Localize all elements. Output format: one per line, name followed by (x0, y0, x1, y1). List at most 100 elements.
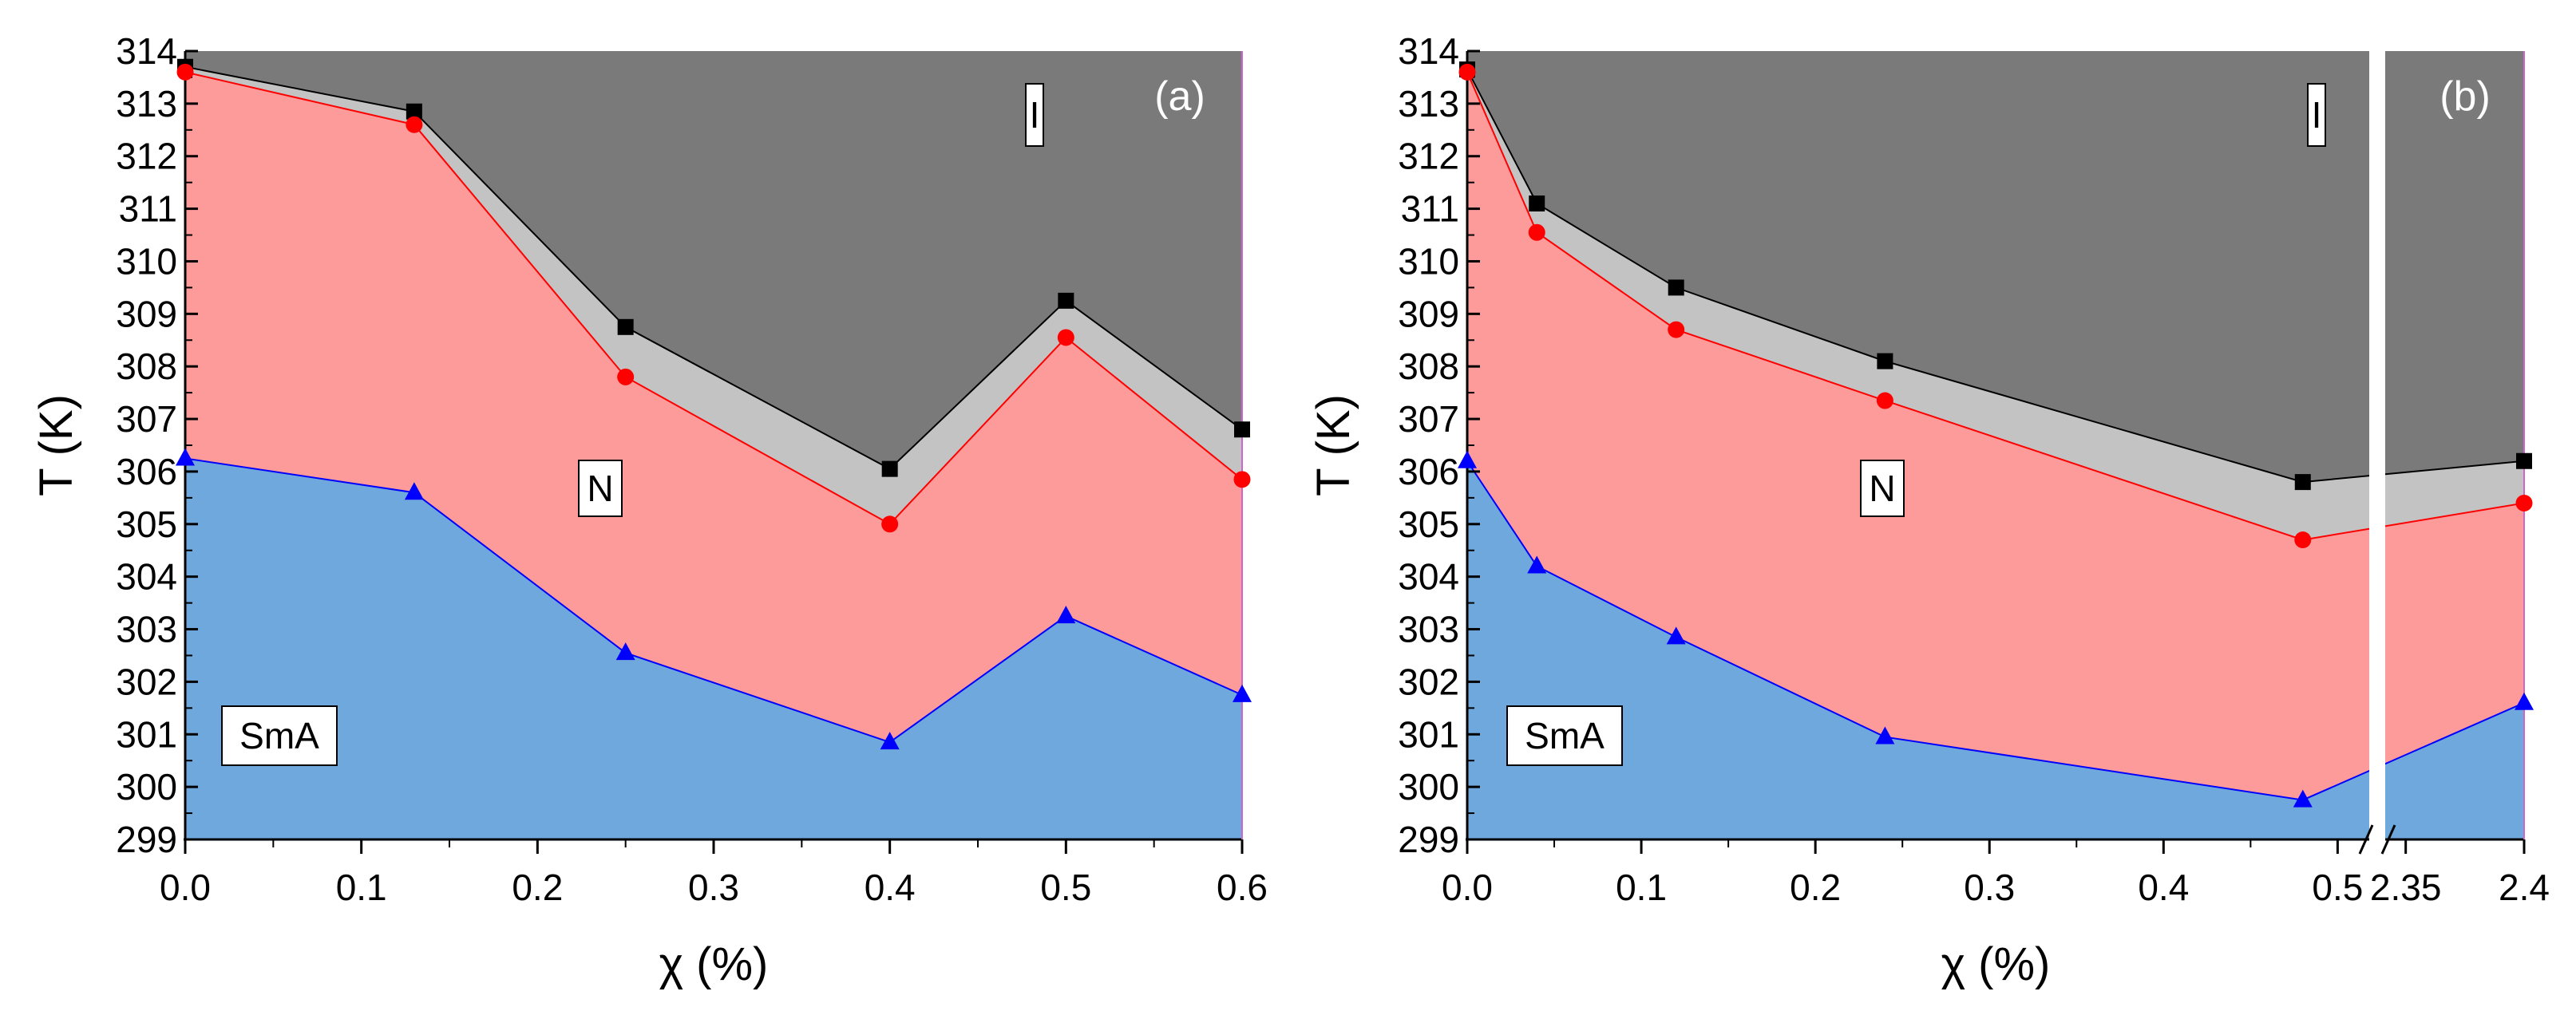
isotropic-label-box (2307, 83, 2326, 147)
y-tick-label: 306 (116, 451, 177, 492)
square-marker (2516, 452, 2532, 469)
x-tick-label: 0.2 (1790, 867, 1841, 908)
triangle-marker (880, 732, 900, 750)
y-tick-label: 311 (1401, 188, 1459, 230)
circle-marker (1876, 392, 1893, 409)
boundary-line-circle (184, 71, 1243, 526)
y-tick-label: 302 (116, 661, 177, 702)
x-tick-label: 0.6 (1217, 867, 1268, 908)
biphasic-region (185, 66, 1242, 524)
y-tick-label: 299 (116, 819, 177, 860)
smectic-region (1467, 460, 2524, 839)
axis-break-slash (2380, 824, 2396, 855)
circle-marker (2294, 531, 2312, 549)
biphasic-region (1467, 69, 2524, 540)
panel-a-chart: 299 300 301 302 303 304 305 306 307 308 309 310 311 3… (30, 30, 1268, 990)
square-marker (1877, 353, 1893, 369)
y-tick-label: 300 (116, 766, 177, 808)
x-tick-label: 0.3 (688, 867, 739, 908)
y-tick-label: 310 (116, 240, 177, 282)
triangle-marker (2515, 692, 2534, 710)
square-marker (2294, 474, 2311, 491)
triangle-marker (1233, 684, 1252, 702)
y-tick-label: 313 (116, 83, 177, 124)
boundary-line-square (1466, 69, 2525, 484)
x-tick-label: 2.35 (2370, 867, 2442, 908)
y-tick-label: 301 (116, 713, 177, 755)
y-tick-label: 310 (1398, 240, 1459, 282)
x-axis-title: χ (%) (1941, 938, 2051, 990)
y-tick-label: 312 (116, 136, 177, 177)
y-tick-label: 307 (116, 398, 177, 440)
x-tick-label: 0.4 (2138, 867, 2189, 908)
nematic-label-box (578, 460, 623, 517)
triangle-marker (1527, 555, 1547, 574)
axis-break-slash (2358, 824, 2374, 855)
x-tick-label: 0.1 (1616, 867, 1667, 908)
y-tick-label: 300 (1398, 766, 1459, 808)
boundary-line-triangle (184, 457, 1243, 744)
circle-marker (617, 368, 635, 385)
y-tick-label: 308 (1398, 346, 1459, 387)
circle-marker (1057, 329, 1074, 346)
triangle-marker (176, 448, 195, 466)
y-tick-label: 312 (1398, 136, 1459, 177)
y-tick-label: 303 (116, 609, 177, 650)
x-tick-label: 0.2 (512, 867, 563, 908)
square-marker (1668, 279, 1684, 296)
smectic-region (185, 458, 1242, 839)
nematic-label: N (1869, 468, 1895, 509)
x-tick-label: 0.3 (1964, 867, 2015, 908)
nematic-region (185, 72, 1242, 743)
y-tick-label: 302 (1398, 661, 1459, 702)
circle-marker (1668, 321, 1685, 338)
circle-marker (881, 515, 899, 533)
x-tick-label: 2.4 (2499, 867, 2550, 908)
boundary-line-triangle (1466, 460, 2525, 801)
y-tick-label: 303 (1398, 609, 1459, 650)
x-tick-label: 0.1 (336, 867, 387, 908)
panel-b-chart: 299 300 301 302 303 304 305 306 307 308 309 310 311 3… (1308, 30, 2550, 990)
boundary-line-circle (1466, 71, 2525, 541)
smectic-label-box (1506, 705, 1623, 766)
square-marker (1058, 292, 1074, 309)
y-tick-label: 314 (1398, 30, 1459, 72)
y-tick-label: 305 (1398, 504, 1459, 545)
y-tick-label: 304 (1398, 556, 1459, 598)
x-tick-label: 0.5 (2312, 867, 2363, 908)
y-tick-label: 309 (1398, 293, 1459, 334)
triangle-marker (1056, 606, 1076, 624)
isotropic-label-box (1025, 83, 1044, 147)
triangle-marker (1666, 626, 1686, 645)
panel-label: (a) (1154, 73, 1205, 120)
isotropic-label: I (1030, 94, 1040, 136)
nematic-label-box (1860, 460, 1905, 517)
y-axis-title: T (K) (30, 394, 82, 496)
y-axis-title: T (K) (1308, 394, 1359, 496)
circle-marker (1233, 471, 1251, 488)
triangle-marker (2293, 789, 2313, 808)
x-tick-label: 0.5 (1040, 867, 1091, 908)
square-marker (1529, 195, 1545, 212)
square-marker (1234, 421, 1250, 438)
y-tick-label: 308 (116, 346, 177, 387)
axis-break-gap (2369, 48, 2385, 844)
boundary-line-square (184, 65, 1243, 470)
y-tick-label: 306 (1398, 451, 1459, 492)
y-tick-label: 304 (116, 556, 177, 598)
nematic-region (1467, 72, 2524, 800)
smectic-label-box (221, 705, 338, 766)
square-marker (881, 460, 898, 477)
panel-label: (b) (2439, 73, 2491, 120)
circle-marker (176, 63, 194, 81)
triangle-marker (615, 642, 635, 661)
y-tick-label: 314 (116, 30, 177, 72)
y-tick-label: 301 (1398, 713, 1459, 755)
isotropic-label: I (2312, 94, 2322, 136)
y-tick-label: 311 (119, 188, 177, 230)
x-tick-label: 0.4 (865, 867, 916, 908)
y-tick-label: 309 (116, 293, 177, 334)
y-tick-label: 313 (1398, 83, 1459, 124)
circle-marker (2515, 494, 2533, 511)
